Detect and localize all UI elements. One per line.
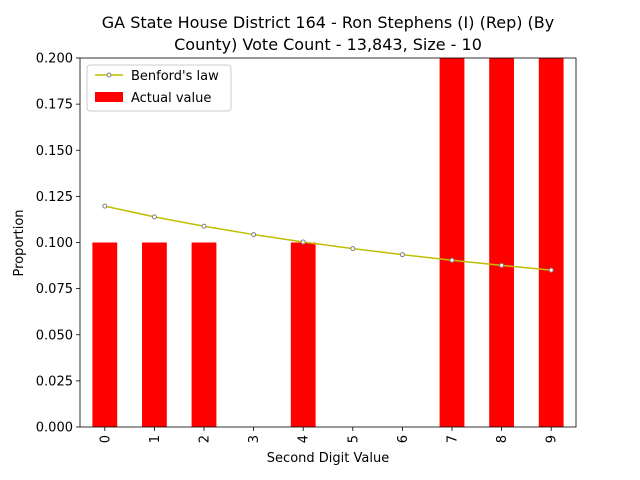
x-tick-label-1: 1 <box>148 435 163 443</box>
x-tick-label-7: 7 <box>446 435 461 443</box>
x-tick-label-2: 2 <box>198 435 213 443</box>
x-tick-label-4: 4 <box>297 435 312 443</box>
x-tick-label-9: 9 <box>545 435 560 443</box>
y-tick-label-5: 0.125 <box>36 190 73 205</box>
plot-frame <box>79 57 577 428</box>
y-axis: 0.000 0.025 0.050 0.075 0.100 0.125 0.150 0.175… <box>36 52 80 436</box>
bar-7 <box>439 58 465 427</box>
chart-title-line2: County) Vote Count - 13,843, Size - 10 <box>174 35 482 54</box>
bar-0 <box>92 242 118 427</box>
x-tick-label-6: 6 <box>396 435 411 443</box>
bar-1 <box>142 242 167 427</box>
y-tick-label-3: 0.075 <box>36 282 73 297</box>
y-tick-label-7: 0.175 <box>36 98 73 113</box>
y-tick-label-6: 0.150 <box>36 144 73 159</box>
benford-point-0 <box>102 203 108 209</box>
benford-point-4 <box>300 239 306 245</box>
line-series-benford <box>102 203 554 273</box>
bar-2 <box>191 242 217 427</box>
benford-line <box>104 205 552 271</box>
y-tick-label-8: 0.200 <box>36 52 73 67</box>
x-tick-label-3: 3 <box>247 435 262 443</box>
bar-series-actual <box>92 58 564 427</box>
benford-point-8 <box>499 262 505 268</box>
legend: Benford's law Actual value <box>86 64 232 112</box>
y-tick-label-4: 0.100 <box>36 236 73 251</box>
y-tick-label-2: 0.050 <box>36 328 73 343</box>
x-axis-label: Second Digit Value <box>267 451 389 466</box>
x-tick-label-0: 0 <box>98 435 113 443</box>
benford-point-6 <box>399 252 405 258</box>
benford-point-5 <box>350 246 356 252</box>
x-tick-label-8: 8 <box>495 435 510 443</box>
bar-8 <box>489 58 514 427</box>
bar-9 <box>538 58 564 427</box>
x-axis: 0 1 2 3 4 5 6 7 8 9 <box>98 427 560 443</box>
legend-line-marker <box>106 72 112 78</box>
legend-line-label: Benford's law <box>131 69 219 84</box>
benford-point-7 <box>449 257 455 263</box>
y-tick-label-1: 0.025 <box>36 374 73 389</box>
chart-title-line1: GA State House District 164 - Ron Stephe… <box>102 13 554 32</box>
legend-bar-label: Actual value <box>131 91 211 106</box>
y-tick-label-0: 0.000 <box>36 421 73 436</box>
x-tick-label-5: 5 <box>346 435 361 443</box>
legend-bar-swatch <box>95 92 123 102</box>
y-axis-label: Proportion <box>12 209 27 276</box>
benford-point-9 <box>548 267 554 273</box>
benford-point-1 <box>151 214 157 220</box>
benford-point-2 <box>201 223 207 229</box>
bar-4 <box>290 242 316 427</box>
benford-point-3 <box>251 232 257 238</box>
